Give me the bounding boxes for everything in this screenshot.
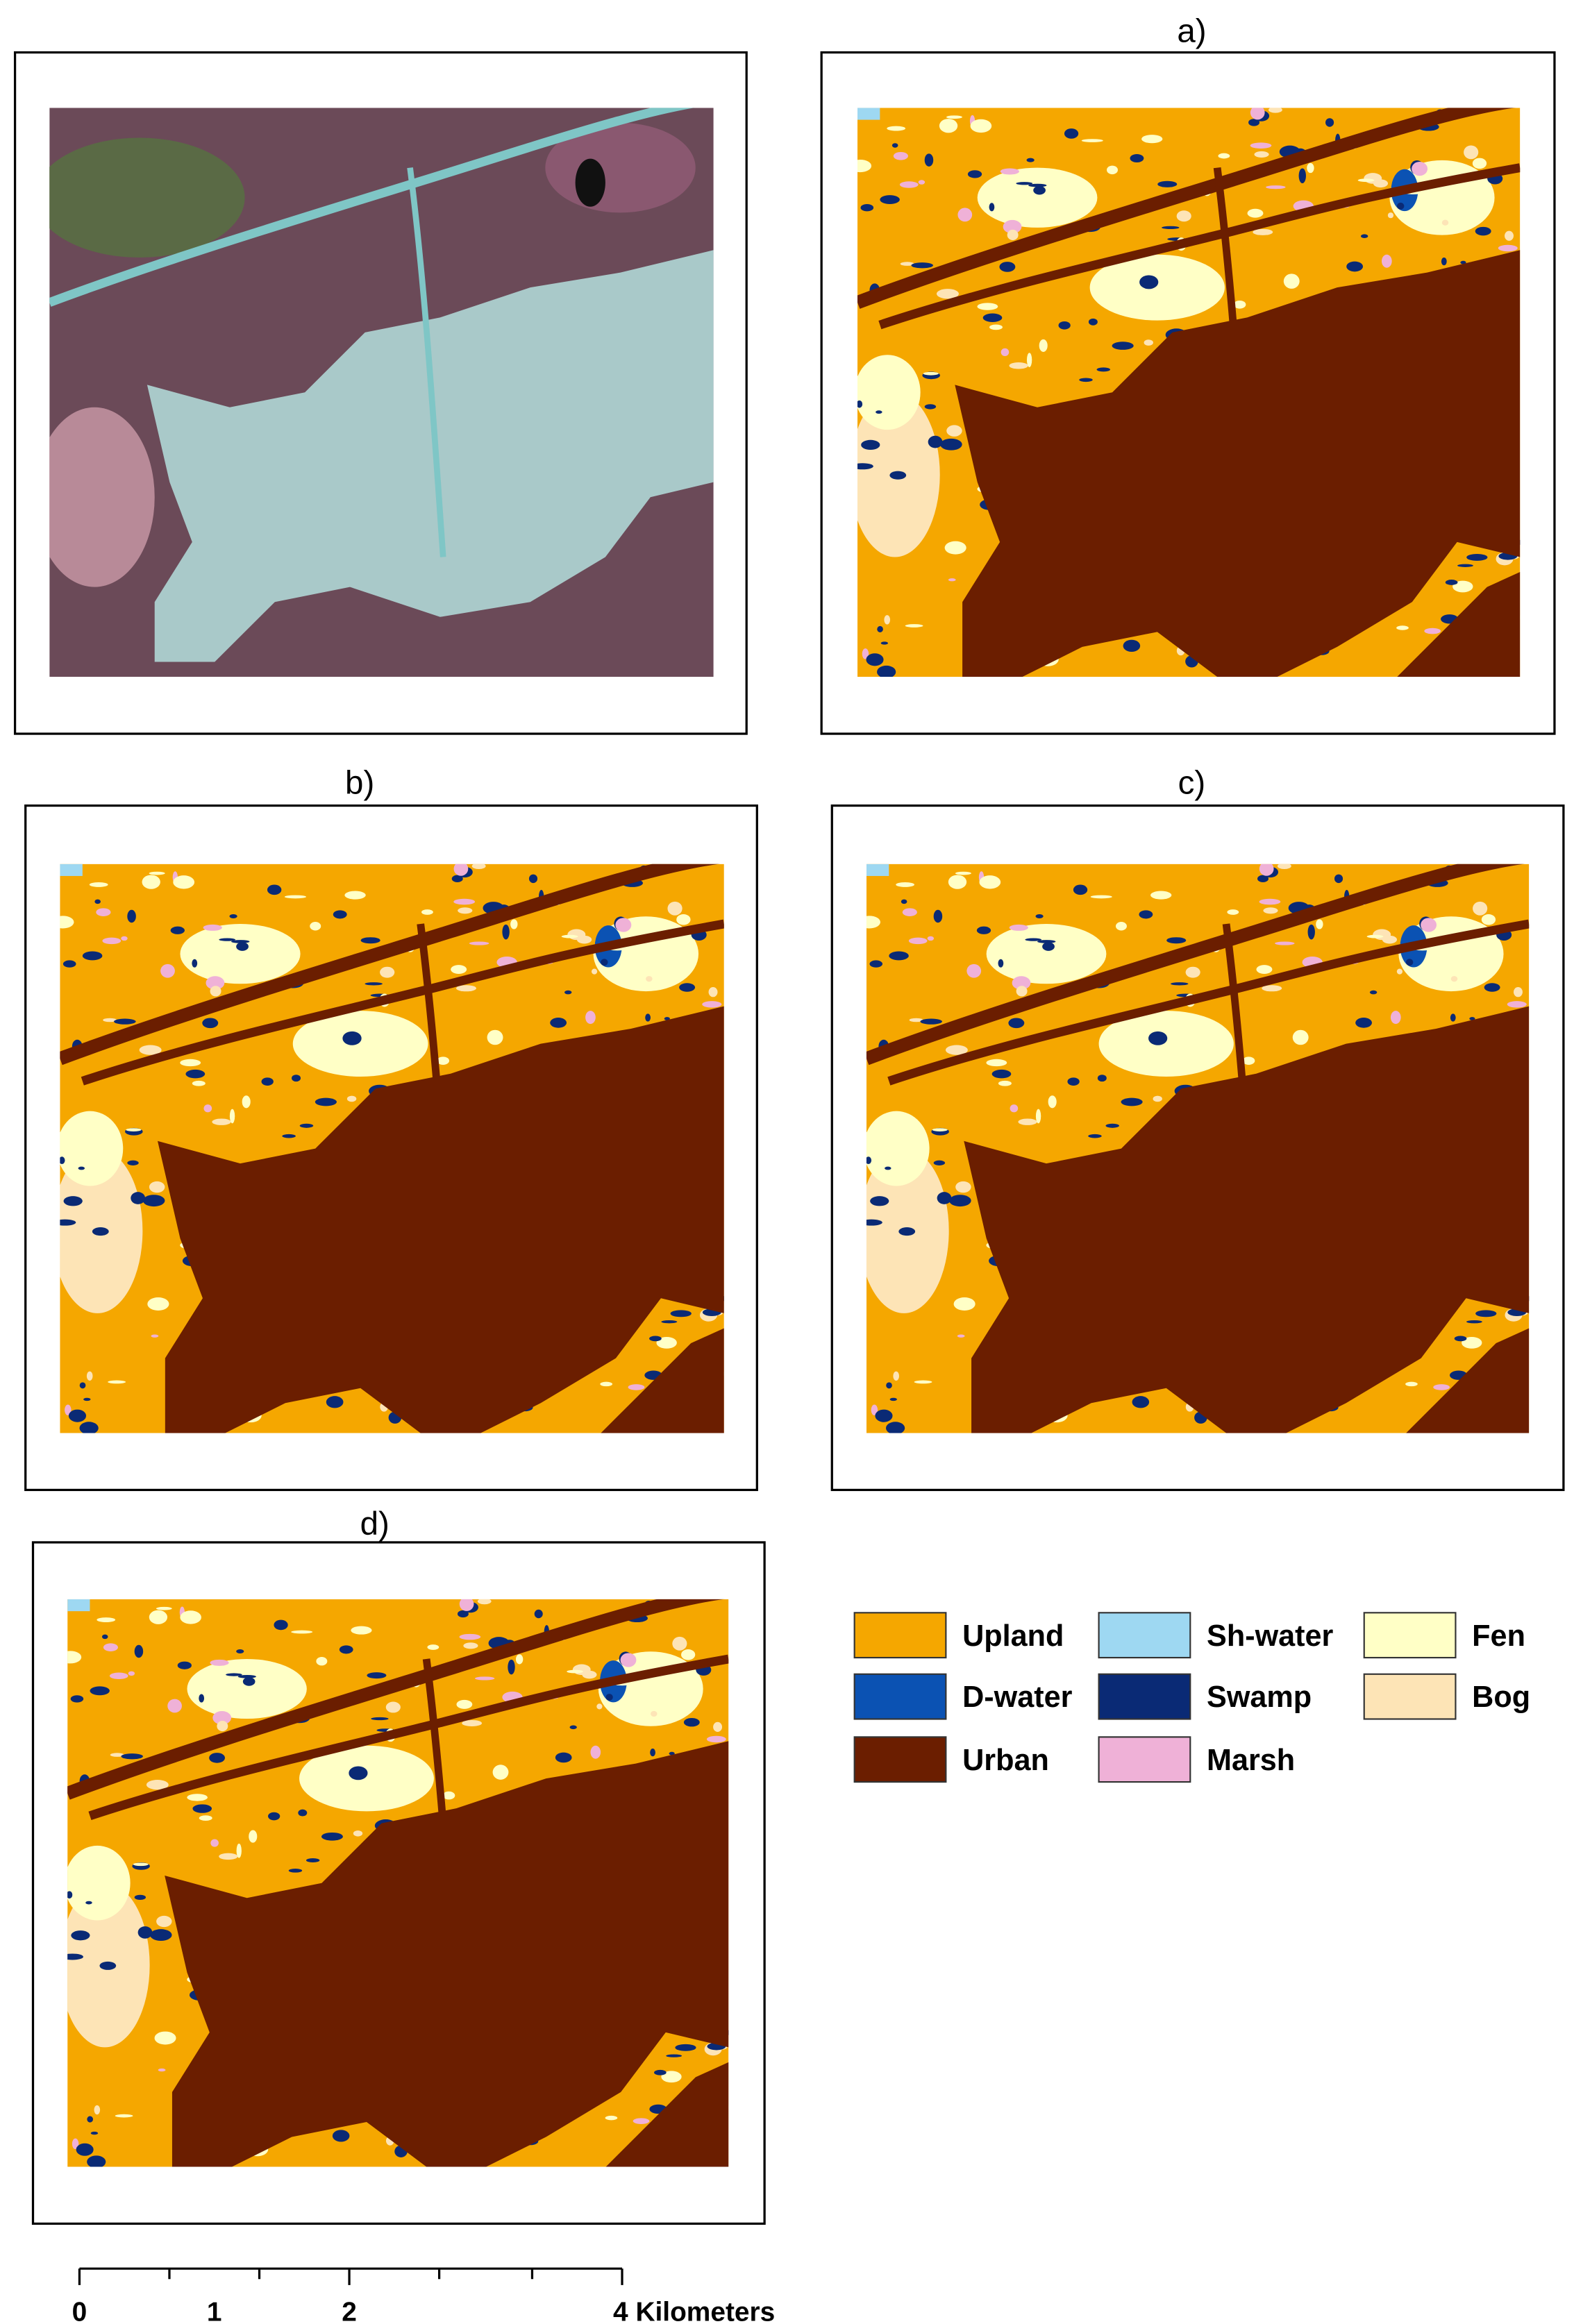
legend-label: Sh-water [1207,1619,1334,1653]
panel-label: d) [360,1506,390,1542]
map-panel [59,1592,732,2168]
map-panel [849,101,1523,678]
legend-swatch [1098,1736,1191,1783]
panel-frame [13,51,748,735]
scale-label: 0 [72,2298,87,2324]
legend-label: Bog [1472,1681,1530,1714]
legend-label: Fen [1472,1619,1525,1653]
legend-label: Swamp [1207,1681,1312,1714]
legend-swatch [1098,1673,1191,1720]
panel-frame [24,804,758,1492]
legend-label: Marsh [1207,1744,1295,1777]
legend-label: Upland [962,1619,1064,1653]
satellite-panel [35,101,714,677]
legend-swatch [853,1673,947,1720]
map-panel [858,857,1532,1434]
legend-swatch [1098,1612,1191,1659]
panel-label: c) [1178,764,1206,801]
legend: Upland D-water Urban Sh-water Swamp Marsh Fen B… [853,1612,1530,1783]
legend-swatch [853,1612,947,1659]
panel-label: a) [1177,12,1206,49]
panel-frame [820,51,1556,735]
legend-swatch [1363,1673,1457,1720]
scale-label: 4 Kilometers [613,2298,775,2324]
scale-bar: 0 1 2 4 Kilometers [72,2267,775,2324]
legend-swatch [853,1736,947,1783]
map-panel [51,857,728,1434]
scale-label: 2 [342,2298,357,2324]
scale-label: 1 [207,2298,222,2324]
legend-label: D-water [962,1681,1073,1714]
panel-frame [31,1541,766,2225]
legend-swatch [1363,1612,1457,1659]
panel-label: b) [345,764,374,801]
panel-frame [830,804,1565,1492]
legend-label: Urban [962,1744,1049,1777]
